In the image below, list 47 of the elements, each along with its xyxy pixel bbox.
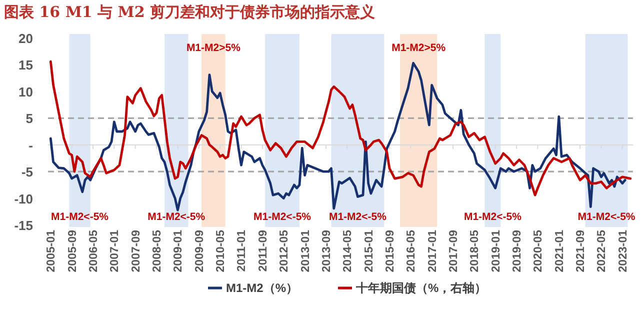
band-label: M1-M2<-5% [254,211,312,223]
x-tick-label: 2010-05 [215,229,228,272]
chart-title: 图表 16 M1 与 M2 剪刀差和对于债券市场的指示意义 [4,3,376,21]
x-tick-label: 2019-09 [512,230,524,272]
x-tick-label: 2020-05 [532,229,545,272]
legend-label: 十年期国债（%，右轴） [355,281,487,295]
y-tick-label: -5 [21,164,33,180]
x-tick-label: 2005-01 [46,229,58,272]
x-tick-label: 2007-01 [109,229,122,272]
band-label: M1-M2<-5% [578,211,636,223]
band-label: M1-M2>5% [186,42,242,54]
x-tick-label: 2019-01 [490,229,502,272]
x-tick-label: 2008-05 [152,229,164,272]
x-tick-label: 2016-05 [406,229,418,272]
x-tick-label: 2021-09 [575,230,588,272]
x-tick-label: 2012-05 [278,229,291,272]
x-tick-label: 2015-01 [363,229,376,272]
x-tick-label: 2022-05 [596,229,608,272]
band-label: M1-M2<-5% [51,211,110,223]
band-label: M1-M2<-5% [148,211,206,223]
x-tick-label: 2005-09 [66,230,79,272]
band-label: M1-M2>5% [392,42,446,54]
y-tick-label: 10 [18,84,33,100]
y-tick-label: 15 [18,58,33,73]
band-label: M1-M2<-5% [328,211,388,223]
x-tick-label: 2013-09 [320,230,333,272]
x-tick-label: 2014-05 [342,229,354,272]
x-tick-label: 2009-09 [194,230,206,272]
y-tick-label: - [28,138,33,153]
x-tick-label: 2023-01 [617,229,630,272]
x-tick-label: 2021-01 [554,229,566,272]
x-tick-label: 2006-05 [88,229,100,272]
y-tick-label: -15 [14,218,33,233]
y-tick-label: 20 [18,31,33,46]
band-label: M1-M2<-5% [464,211,522,223]
x-tick-label: 2018-05 [469,229,482,272]
x-tick-label: 2009-01 [172,229,185,272]
x-tick-label: 2011-01 [236,229,248,272]
x-tick-label: 2017-01 [426,229,439,272]
x-tick-label: 2007-09 [130,230,142,272]
legend-label: M1-M2（%） [226,281,298,295]
x-tick-label: 2017-09 [448,230,460,272]
x-tick-label: 2015-09 [384,230,396,272]
x-tick-label: 2013-01 [300,229,312,272]
x-tick-label: 2011-09 [257,230,270,272]
y-tick-label: 5 [26,111,33,126]
y-tick-label: -10 [14,191,33,206]
